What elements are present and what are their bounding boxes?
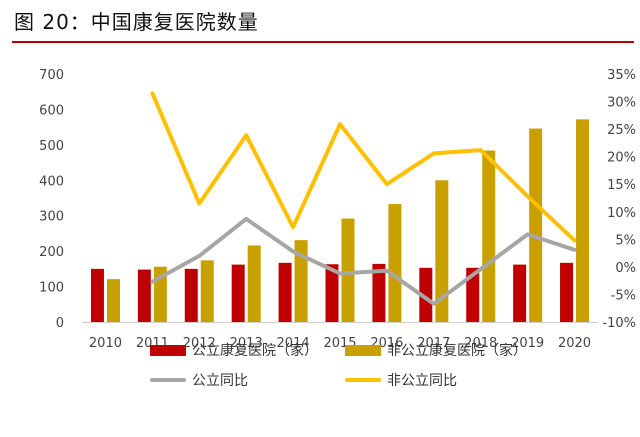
bar-public bbox=[466, 267, 480, 322]
legend-swatch-private-line bbox=[345, 378, 381, 382]
right-tick-label: 20% bbox=[607, 151, 636, 166]
legend-label-private-yoy: 非公立同比 bbox=[387, 373, 457, 389]
x-tick-label: 2014 bbox=[277, 336, 310, 351]
bar-private bbox=[247, 245, 261, 322]
x-tick-label: 2013 bbox=[230, 336, 263, 351]
right-tick-label: 30% bbox=[607, 96, 636, 111]
bar-public bbox=[513, 264, 527, 322]
x-tick-label: 2010 bbox=[89, 336, 122, 351]
bar-public bbox=[419, 267, 433, 322]
right-tick-label: -10% bbox=[602, 316, 636, 331]
bar-private bbox=[341, 218, 355, 322]
legend-item-private-yoy: 非公立同比 bbox=[345, 370, 457, 390]
legend-label-public-yoy: 公立同比 bbox=[192, 373, 248, 389]
left-tick-label: 0 bbox=[56, 316, 64, 331]
legend-label-public-hospitals: 公立康复医院（家） bbox=[192, 343, 318, 359]
title-rule bbox=[12, 41, 634, 43]
x-tick-label: 2019 bbox=[511, 336, 544, 351]
left-tick-label: 200 bbox=[39, 245, 64, 260]
legend-swatch-public-line bbox=[150, 378, 186, 382]
legend-item-private-hospitals: 非公立康复医院（家） bbox=[345, 340, 527, 360]
figure-title: 图 20：中国康复医院数量 bbox=[14, 10, 259, 34]
bar-public bbox=[137, 269, 151, 322]
legend-item-public-hospitals: 公立康复医院（家） bbox=[150, 340, 318, 360]
bar-private bbox=[482, 150, 496, 322]
line-private-yoy bbox=[150, 91, 577, 243]
x-tick-label: 2012 bbox=[183, 336, 216, 351]
bar-private bbox=[294, 240, 308, 322]
x-tick-label: 2017 bbox=[417, 336, 450, 351]
legend-item-public-yoy: 公立同比 bbox=[150, 370, 248, 390]
left-tick-label: 700 bbox=[39, 68, 64, 83]
bar-private bbox=[529, 128, 543, 322]
left-tick-label: 500 bbox=[39, 139, 64, 154]
bar-private bbox=[388, 204, 402, 322]
right-tick-label: -5% bbox=[611, 288, 636, 303]
left-tick-label: 400 bbox=[39, 174, 64, 189]
left-tick-label: 300 bbox=[39, 210, 64, 225]
line-public-yoy bbox=[150, 216, 577, 306]
bar-public bbox=[231, 264, 245, 322]
left-tick-label: 600 bbox=[39, 103, 64, 118]
bar-private bbox=[200, 260, 214, 322]
right-tick-label: 15% bbox=[607, 178, 636, 193]
right-tick-label: 25% bbox=[607, 123, 636, 138]
bar-public bbox=[90, 268, 104, 322]
bar-public bbox=[278, 262, 292, 322]
bar-public bbox=[372, 263, 386, 322]
right-tick-label: 5% bbox=[615, 233, 636, 248]
legend-label-private-hospitals: 非公立康复医院（家） bbox=[387, 343, 527, 359]
x-tick-label: 2018 bbox=[464, 336, 497, 351]
bar-private bbox=[435, 180, 449, 322]
left-tick-label: 100 bbox=[39, 281, 64, 296]
bar-public bbox=[184, 268, 198, 322]
x-axis-ticks: 2010 2011 2012 2013 2014 2015 2016 2017 2018 2019… bbox=[89, 336, 591, 351]
right-tick-label: 35% bbox=[607, 68, 636, 83]
x-tick-label: 2020 bbox=[558, 336, 591, 351]
bar-public bbox=[560, 262, 574, 322]
right-axis-ticks: -10% -5% 0% 5% 10% 15% 20% 25% 30% 35% bbox=[602, 68, 636, 331]
legend-swatch-private-bar bbox=[345, 344, 381, 356]
bar-private bbox=[106, 279, 120, 322]
legend-swatch-public-bar bbox=[150, 344, 186, 356]
bar-series bbox=[90, 119, 590, 322]
right-tick-label: 0% bbox=[615, 261, 636, 276]
bar-private bbox=[576, 119, 590, 322]
line-series bbox=[150, 91, 577, 306]
left-axis-ticks: 0 100 200 300 400 500 600 700 bbox=[39, 68, 64, 331]
bar-public bbox=[325, 264, 339, 322]
right-tick-label: 10% bbox=[607, 206, 636, 221]
